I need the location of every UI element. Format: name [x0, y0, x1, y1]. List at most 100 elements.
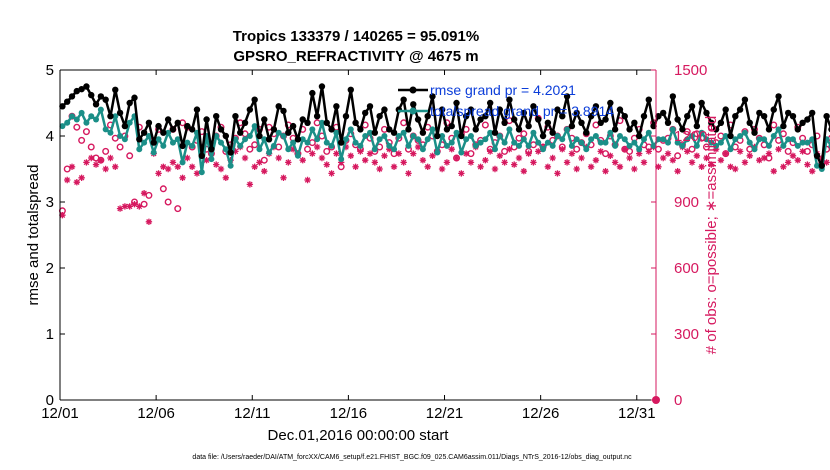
rmse-point — [126, 99, 133, 107]
rmse-point — [448, 122, 455, 130]
assimilated-obs-point — [756, 157, 763, 164]
assimilated-obs-point — [395, 150, 403, 157]
spread-point — [588, 136, 595, 143]
rmse-point — [602, 116, 609, 123]
spread-point — [362, 133, 369, 139]
spread-point — [458, 149, 465, 156]
spread-point — [150, 149, 157, 156]
rmse-point — [289, 122, 297, 130]
assimilated-obs-point — [352, 163, 359, 170]
rmse-point — [741, 96, 749, 103]
rmse-point — [318, 83, 326, 90]
rmse-point — [736, 106, 744, 113]
y2-tick-label: 900 — [674, 194, 699, 211]
rmse-point — [323, 119, 330, 127]
rmse-point — [265, 136, 273, 143]
rmse-point — [208, 146, 215, 153]
assimilated-obs-point — [424, 163, 431, 170]
spread-point — [463, 136, 470, 143]
rmse-point — [83, 83, 90, 90]
spread-point — [477, 139, 484, 146]
assimilated-obs-point — [347, 152, 354, 159]
possible-obs-point — [674, 152, 682, 160]
rmse-point — [241, 119, 249, 127]
spread-point — [636, 146, 643, 153]
rmse-point — [352, 119, 359, 127]
rmse-point — [251, 96, 258, 103]
assimilated-obs-point — [477, 163, 484, 170]
assimilated-obs-point — [136, 203, 143, 210]
spread-point — [559, 136, 566, 143]
rmse-point — [660, 109, 667, 117]
y-axis-label: rmse and totalspread — [25, 165, 42, 306]
spread-point — [621, 136, 628, 143]
assimilated-obs-point — [92, 161, 100, 168]
assimilated-obs-point — [59, 212, 66, 219]
assimilated-obs-point — [520, 168, 528, 175]
spread-point — [218, 139, 225, 146]
assimilated-obs-point — [448, 146, 455, 153]
spread-point — [717, 139, 724, 146]
spread-point — [698, 129, 705, 136]
spread-point — [367, 129, 374, 136]
assimilated-obs-point — [438, 165, 446, 173]
assimilated-obs-point — [443, 159, 451, 166]
spread-point — [155, 136, 162, 143]
spread-point — [794, 142, 801, 149]
spread-point — [73, 116, 80, 123]
rmse-point — [563, 93, 571, 100]
assimilated-obs-point — [645, 148, 652, 155]
rmse-point — [458, 132, 465, 140]
assimilated-obs-point — [722, 150, 729, 157]
assimilated-obs-point — [362, 157, 369, 164]
assimilated-obs-point — [736, 148, 744, 155]
assimilated-obs-point — [746, 152, 753, 159]
assimilated-obs-point — [174, 163, 181, 170]
assimilated-obs-point — [102, 165, 109, 173]
assimilated-obs-point — [371, 159, 379, 166]
assimilated-obs-point — [616, 163, 624, 170]
spread-point — [189, 142, 196, 149]
spread-point — [290, 139, 297, 146]
rmse-point — [635, 132, 643, 140]
possible-obs-point — [73, 123, 81, 131]
rmse-point — [386, 126, 393, 133]
possible-obs-point — [116, 143, 124, 151]
spread-point — [352, 139, 359, 146]
assimilated-obs-point — [530, 159, 537, 166]
assimilated-obs-point — [770, 168, 777, 175]
legend-label-rmse: rmse grand pr = 4.2021 — [430, 82, 576, 98]
rmse-point — [107, 113, 114, 120]
spread-point — [640, 136, 647, 143]
spread-point — [549, 142, 556, 149]
assimilated-obs-point — [708, 161, 715, 168]
rmse-point — [520, 109, 528, 117]
rmse-point — [597, 119, 604, 127]
spread-point — [59, 123, 66, 130]
rmse-point — [544, 119, 552, 127]
spread-point — [165, 129, 172, 136]
rmse-point — [751, 129, 758, 136]
spread-point — [121, 136, 128, 143]
spread-point — [785, 136, 792, 143]
legend-marker-totalspread — [409, 107, 417, 115]
assimilated-obs-point — [506, 146, 513, 153]
spread-point — [516, 142, 523, 149]
assimilated-obs-point — [241, 154, 249, 162]
possible-obs-point — [159, 185, 167, 193]
assimilated-obs-point — [289, 146, 297, 153]
assimilated-obs-point — [400, 159, 407, 166]
spread-point — [415, 136, 422, 143]
rmse-point — [213, 113, 220, 120]
assimilated-obs-point — [684, 148, 691, 155]
spread-point — [669, 126, 676, 133]
rmse-point — [333, 103, 340, 110]
spread-point — [511, 139, 518, 146]
rmse-point — [664, 119, 672, 127]
spread-point — [93, 116, 100, 123]
y2-tick-label: 0 — [674, 392, 682, 409]
assimilated-obs-point — [251, 163, 258, 170]
spread-point — [650, 142, 657, 149]
assimilated-obs-point — [732, 165, 739, 173]
